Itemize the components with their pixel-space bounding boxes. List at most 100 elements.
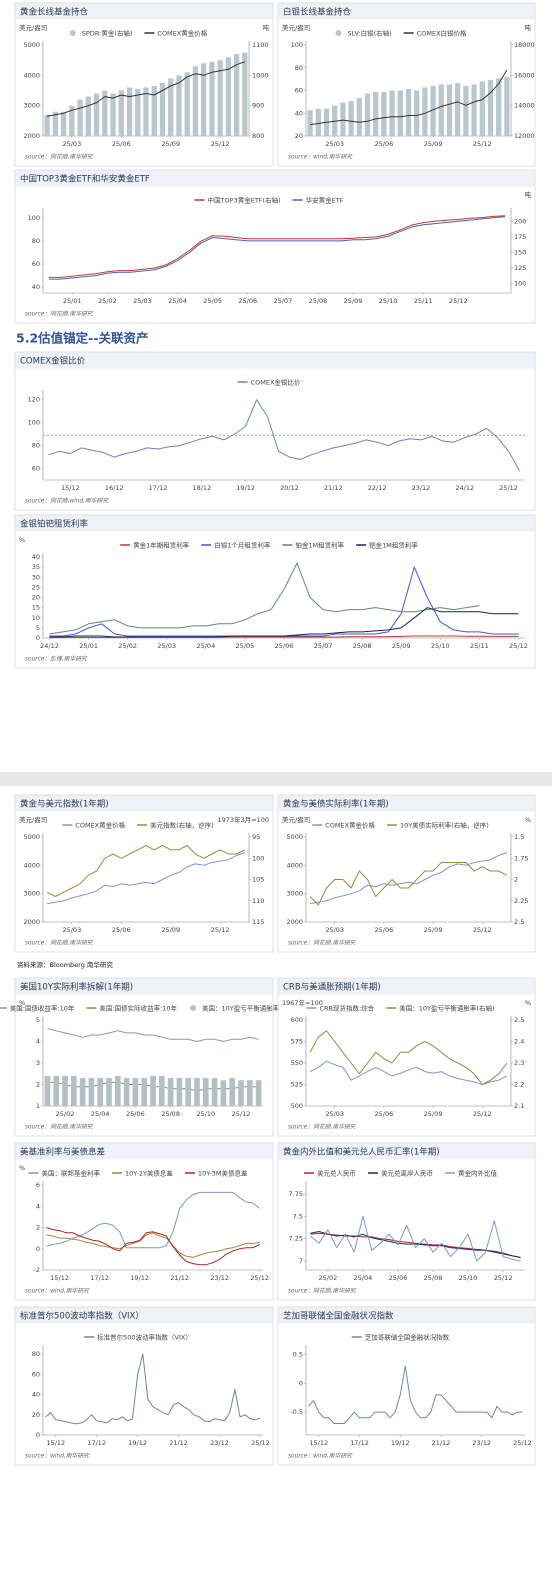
bar xyxy=(150,1075,156,1106)
chart-panel: COMEX金银比价 COMEX金银比价 60 80 100 120 15/12 16/12 17… xyxy=(14,351,536,511)
panel-header xyxy=(15,352,535,369)
bar xyxy=(389,90,395,136)
y-tick-label: 40 xyxy=(32,283,40,291)
y2-unit: 吨 xyxy=(525,23,532,32)
y-tick-label: 2 xyxy=(36,1224,40,1232)
legend-marker xyxy=(335,30,342,36)
x-tick-label: 25/08 xyxy=(424,1274,443,1282)
y-tick-label: 4000 xyxy=(286,861,303,869)
y-tick-label: 60 xyxy=(32,260,40,268)
bar xyxy=(194,1078,200,1106)
panel-title: 标准普尔500波动率指数（VIX） xyxy=(20,1311,144,1322)
y-tick-label: 60 xyxy=(32,465,40,473)
panel-header xyxy=(278,1307,535,1324)
bar xyxy=(106,1078,112,1106)
y2-unit: 吨 xyxy=(263,23,270,32)
x-tick-label: 19/12 xyxy=(391,1439,410,1447)
bar xyxy=(422,87,428,136)
legend: 美元兑人民币 美元兑离岸人民币 黄金内外比值 xyxy=(304,1169,498,1178)
panel xyxy=(14,977,274,1137)
x-tick-label: 25/06 xyxy=(375,926,394,934)
legend-label: 美国：联邦基金利率 xyxy=(42,1169,101,1178)
bar xyxy=(340,102,346,136)
y2-tick-label: 100 xyxy=(252,854,264,862)
y-tick-label: 7.75 xyxy=(289,1190,303,1198)
chart-panel: 金银铂钯租赁利率% 黄金1年期租赁利率 白银1个月租赁利率 铂金1M租赁利率 钯金1M租… xyxy=(14,514,536,669)
bar xyxy=(176,1078,183,1106)
x-tick-label: 25/02 xyxy=(118,642,137,650)
y-tick-label: 120 xyxy=(28,396,40,404)
legend: 中国TOP3黄金ETF(右轴) 华安黄金ETF xyxy=(194,196,344,205)
legend: 芝加哥联储全国金融状况指数 xyxy=(351,1333,450,1342)
x-tick-label: 23/12 xyxy=(210,1439,229,1447)
y2-tick-label: 2.25 xyxy=(514,897,528,905)
legend-label: 钯金1M租赁利率 xyxy=(369,541,418,550)
bar xyxy=(143,87,149,136)
x-tick-label: 25/06 xyxy=(389,1274,408,1282)
x-tick-label: 25/10 xyxy=(196,1110,215,1118)
x-tick-label: 17/12 xyxy=(90,1274,109,1282)
bar xyxy=(60,111,67,136)
chart-panel: 黄金与美债实际利率(1年期) 美元/盎司 % COMEX黄金价格 10Y美债实际利率(右… xyxy=(277,794,536,953)
series-line xyxy=(49,607,519,638)
x-tick-label: 25/10 xyxy=(379,297,398,305)
page-break xyxy=(0,772,552,786)
y-tick-label: 0 xyxy=(36,1245,40,1253)
panel-header xyxy=(15,978,273,995)
legend: COMEX黄金价格 美元指数(右轴，逆序) xyxy=(62,821,214,830)
x-tick-label: 25/05 xyxy=(203,297,222,305)
bar xyxy=(44,1075,51,1106)
series-line xyxy=(46,1232,260,1258)
bar xyxy=(110,93,116,136)
x-tick-label: 21/12 xyxy=(324,484,343,492)
bar xyxy=(184,72,190,136)
legend-label: 华安黄金ETF xyxy=(306,196,344,205)
x-tick-label: 25/02 xyxy=(319,1274,338,1282)
panel-title: 芝加哥联储全国金融状况指数 xyxy=(283,1311,394,1322)
y2-tick-label: 150 xyxy=(514,249,526,257)
series-line xyxy=(48,215,506,278)
y-tick-label: 575 xyxy=(291,1038,303,1046)
y-tick-label: 35 xyxy=(32,563,40,571)
x-tick-label: 25/03 xyxy=(157,642,176,650)
source: source：同花顺,南华研究 xyxy=(25,154,94,161)
bar xyxy=(88,1078,95,1106)
y-tick-label: 5 xyxy=(36,1016,40,1024)
legend-label: COMEX黄金价格 xyxy=(157,29,207,38)
y2-tick-label: 2.3 xyxy=(514,1059,524,1067)
x-tick-label: 24/12 xyxy=(455,484,474,492)
y2-unit: % xyxy=(525,816,531,824)
y-tick-label: 80 xyxy=(32,442,40,450)
x-tick-label: 17/12 xyxy=(350,1439,369,1447)
y-unit: 美元/盎司 xyxy=(282,815,310,824)
legend: COMEX金银比价 xyxy=(237,378,301,387)
series-line xyxy=(46,1227,260,1266)
chart-panel: 标准普尔500波动率指数（VIX） 标准普尔500波动率指数（VIX） 0 20 40 6… xyxy=(14,1306,274,1466)
x-tick-label: 25/09 xyxy=(424,140,443,148)
panel-title: 黄金长线基金持仓 xyxy=(20,7,89,18)
y2-tick-label: 1000 xyxy=(252,71,269,79)
source: source：wind,南华研究 xyxy=(288,1453,353,1460)
bar xyxy=(220,1080,227,1106)
legend-label: 铂金1M租赁利率 xyxy=(295,541,344,550)
y-tick-label: 1 xyxy=(36,1102,40,1110)
bar xyxy=(70,1075,77,1106)
x-tick-label: 25/08 xyxy=(309,297,328,305)
series-line xyxy=(46,1191,261,1249)
y-tick-label: 60 xyxy=(295,87,303,95)
y-tick-label: 100 xyxy=(28,214,40,222)
bar xyxy=(381,92,387,136)
x-tick-label: 19/12 xyxy=(128,1439,147,1447)
x-tick-label: 25/11 xyxy=(414,297,433,305)
bar xyxy=(132,1078,139,1106)
y-tick-label: 40 xyxy=(32,1391,40,1399)
x-tick-label: 25/12 xyxy=(211,140,230,148)
series-line xyxy=(310,69,508,126)
bar xyxy=(229,1078,236,1106)
panel xyxy=(277,977,536,1137)
y-tick-label: 2000 xyxy=(286,918,303,926)
bar xyxy=(185,1078,192,1106)
bar xyxy=(176,75,182,136)
